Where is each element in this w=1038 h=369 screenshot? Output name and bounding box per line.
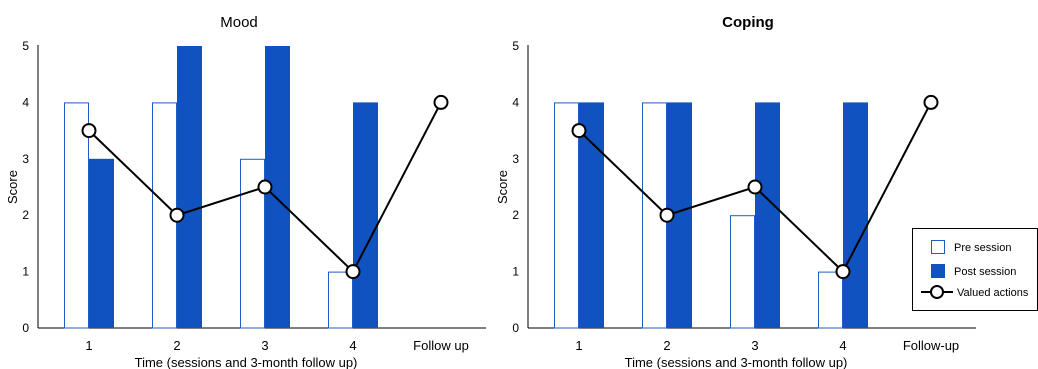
bar-pre-session (554, 102, 579, 329)
y-tick-label: 5 (512, 39, 519, 53)
bar-pre-session (730, 215, 755, 329)
x-tick-label: 4 (349, 338, 356, 353)
bar-post-session (353, 102, 378, 329)
valued-actions-point (169, 207, 185, 223)
y-tick-label: 2 (22, 208, 29, 222)
legend-label-post-session: Post session (954, 266, 1016, 278)
y-tick-label: 2 (512, 208, 519, 222)
y-tick-label: 3 (22, 152, 29, 166)
x-tick-label: 4 (839, 338, 846, 353)
chart-title: Coping (722, 14, 774, 31)
valued-actions-point (923, 94, 939, 110)
y-tick-label: 4 (22, 95, 29, 109)
y-tick-label: 5 (22, 39, 29, 53)
y-tick-label: 3 (512, 152, 519, 166)
x-tick-label: 2 (663, 338, 670, 353)
x-tick-label: Follow-up (903, 338, 959, 353)
valued-actions-point (81, 123, 97, 139)
x-tick-label: 1 (575, 338, 582, 353)
legend-swatch-marker (930, 285, 944, 299)
x-tick-label: 3 (751, 338, 758, 353)
x-tick-label: 2 (173, 338, 180, 353)
legend-label-valued-actions: Valued actions (957, 287, 1029, 299)
valued-actions-point (571, 123, 587, 139)
y-tick-label: 1 (22, 265, 29, 279)
legend-label-pre-session: Pre session (954, 242, 1011, 254)
valued-actions-point (835, 264, 851, 280)
bar-post-session (843, 102, 868, 329)
bar-pre-session (818, 271, 843, 329)
chart-title: Mood (220, 14, 258, 31)
y-axis-label: Score (495, 170, 510, 204)
valued-actions-point (257, 179, 273, 195)
legend-swatch-post-session (931, 264, 945, 278)
chart-panel-1: Mood 0 1 2 3 4 5 Score 1 2 3 4 Follow up Time (sessio… (5, 14, 486, 369)
valued-actions-point (659, 207, 675, 223)
bar-post-session (755, 102, 780, 329)
x-axis-label: Time (sessions and 3-month follow up) (135, 355, 358, 369)
bar-pre-session (328, 271, 353, 329)
legend: Pre session Post session Valued actions (912, 228, 1038, 311)
y-tick-label: 1 (512, 265, 519, 279)
y-tick-label: 0 (22, 321, 29, 335)
bar-post-session (177, 46, 202, 328)
valued-actions-point (747, 179, 763, 195)
bar-pre-session (64, 102, 89, 329)
valued-actions-point (345, 264, 361, 280)
valued-actions-point (433, 94, 449, 110)
legend-swatch-pre-session (931, 240, 945, 254)
x-axis-label: Time (sessions and 3-month follow up) (625, 355, 848, 369)
y-axis-label: Score (5, 170, 20, 204)
chart-panel-2: Coping 0 1 2 3 4 5 Score 1 2 3 4 Follow-up Time (sess… (495, 14, 1038, 369)
y-tick-label: 0 (512, 321, 519, 335)
y-tick-label: 4 (512, 95, 519, 109)
x-tick-label: 1 (85, 338, 92, 353)
x-tick-label: 3 (261, 338, 268, 353)
bar-post-session (579, 102, 604, 329)
x-tick-label: Follow up (413, 338, 469, 353)
bar-post-session (89, 158, 114, 328)
